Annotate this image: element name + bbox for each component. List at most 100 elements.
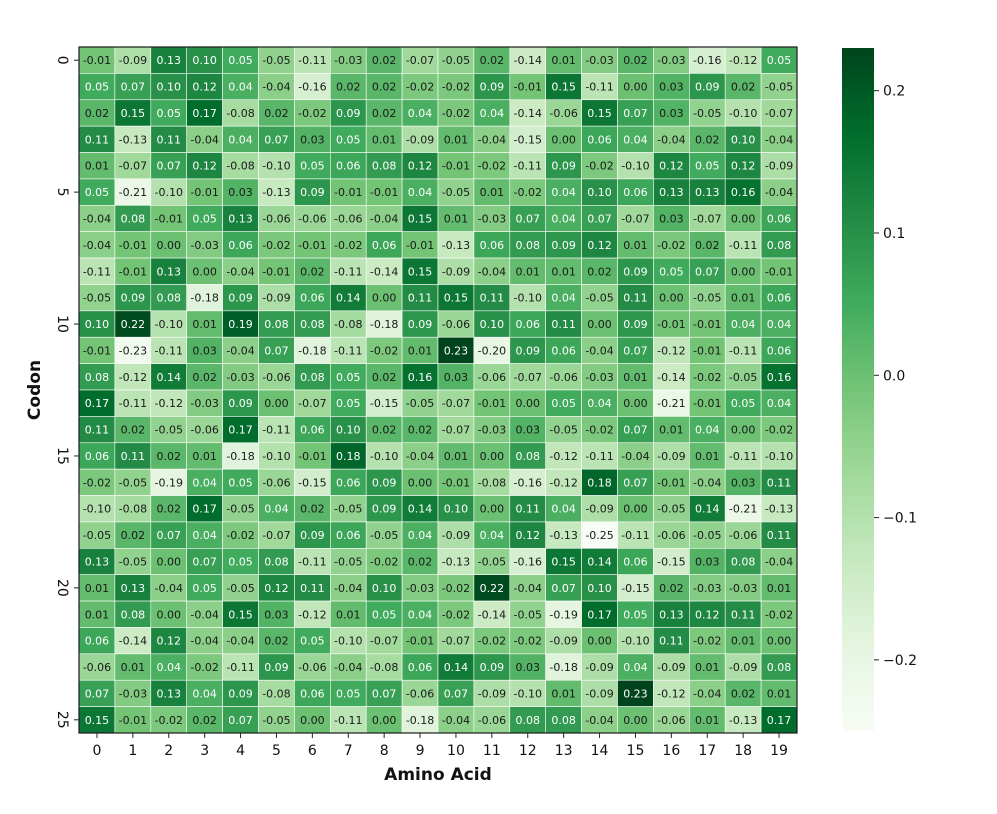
heatmap-cell-label: 0.16: [767, 371, 792, 384]
heatmap-cell: [329, 99, 367, 127]
heatmap-cell-label: -0.06: [442, 318, 470, 331]
heatmap-cell: [401, 442, 439, 470]
heatmap-cell-label: 0.05: [192, 213, 217, 226]
heatmap-cell: [401, 231, 439, 259]
heatmap-cell: [329, 600, 367, 628]
heatmap-cell: [688, 548, 726, 575]
heatmap-cell-label: 0.00: [192, 265, 217, 278]
heatmap-cell-label: -0.06: [549, 371, 577, 384]
heatmap-cell-label: -0.11: [119, 397, 147, 410]
heatmap-cell-label: 0.15: [228, 608, 253, 621]
heatmap-cell-label: -0.12: [549, 450, 577, 463]
heatmap-cell: [114, 336, 152, 364]
heatmap-cell: [437, 416, 475, 444]
heatmap-cell-label: -0.02: [442, 81, 470, 94]
heatmap-cell-label: 0.03: [731, 476, 756, 489]
heatmap-cell-label: -0.05: [549, 424, 577, 437]
heatmap-cell-label: -0.06: [83, 661, 111, 674]
heatmap-cell: [258, 653, 295, 681]
heatmap-cell-label: -0.01: [478, 397, 506, 410]
heatmap-cell-label: 0.03: [659, 81, 684, 94]
heatmap-cell: [581, 152, 618, 180]
heatmap-cell: [617, 363, 654, 391]
heatmap-cell: [222, 336, 259, 364]
heatmap-cell: [401, 46, 439, 74]
heatmap-cell-label: 0.08: [767, 239, 792, 252]
heatmap-cell: [114, 99, 152, 127]
heatmap-cell: [724, 679, 762, 707]
heatmap-cell: [401, 706, 439, 734]
heatmap-cell-label: 0.04: [587, 397, 612, 410]
heatmap-cell-label: -0.05: [406, 397, 434, 410]
heatmap-cell-label: 0.00: [157, 608, 182, 621]
heatmap-cell-label: 0.05: [85, 81, 110, 94]
heatmap-cell: [688, 178, 726, 206]
heatmap-cell-label: 0.08: [731, 556, 756, 569]
heatmap-cell-label: 0.05: [551, 397, 576, 410]
heatmap-cell: [653, 679, 690, 707]
heatmap-cell-label: 0.11: [121, 450, 146, 463]
heatmap-cell: [581, 706, 618, 734]
heatmap-cell-label: 0.09: [228, 292, 253, 305]
heatmap-cell-label: -0.05: [370, 529, 398, 542]
heatmap-cell-label: -0.02: [406, 81, 434, 94]
heatmap-cell-label: 0.09: [300, 529, 325, 542]
heatmap-cell-label: 0.01: [444, 450, 469, 463]
y-tick-label: 15: [54, 447, 70, 465]
heatmap-cell: [78, 600, 116, 628]
heatmap-cell: [760, 495, 798, 523]
y-tick-label: 20: [54, 579, 70, 597]
heatmap-cell-label: 0.04: [731, 318, 756, 331]
y-axis-ticks: 0 5 10 15 20 25: [54, 56, 79, 729]
heatmap-cell-label: -0.13: [119, 133, 147, 146]
heatmap-cell: [617, 627, 654, 655]
heatmap-cell: [437, 73, 475, 101]
heatmap-cell-label: 0.17: [85, 397, 110, 410]
heatmap-cell: [688, 152, 726, 180]
heatmap-cell: [186, 416, 223, 444]
heatmap-cell-label: -0.04: [765, 186, 793, 199]
heatmap-cell: [258, 125, 295, 153]
heatmap-cell: [329, 73, 367, 101]
heatmap-cell-label: 0.03: [300, 133, 325, 146]
heatmap-cell: [401, 178, 439, 206]
heatmap-cell-label: 0.14: [157, 371, 182, 384]
heatmap-cell-label: -0.16: [514, 476, 542, 489]
heatmap-cell: [294, 205, 331, 232]
heatmap-cell-label: -0.21: [657, 397, 685, 410]
heatmap-cell: [114, 152, 152, 180]
heatmap-cell-label: 0.07: [264, 133, 289, 146]
heatmap-cell-label: 0.12: [157, 635, 182, 648]
heatmap-cell: [78, 389, 116, 417]
heatmap-cell-label: -0.05: [334, 556, 362, 569]
heatmap-cell: [222, 363, 259, 391]
heatmap-cell: [760, 521, 798, 549]
heatmap-cell: [545, 310, 582, 338]
heatmap-cell-label: 0.08: [516, 450, 541, 463]
heatmap-cell: [365, 231, 403, 259]
heatmap-cell-label: -0.09: [406, 133, 434, 146]
heatmap-cell-label: 0.03: [192, 344, 217, 357]
heatmap-cell-label: -0.02: [765, 608, 793, 621]
heatmap-cell-label: 0.01: [85, 608, 110, 621]
heatmap-cell-label: -0.04: [226, 265, 254, 278]
heatmap-cell-label: 0.05: [731, 397, 756, 410]
heatmap-cell: [365, 99, 403, 127]
heatmap-cell-label: -0.05: [693, 529, 721, 542]
heatmap-cell: [617, 310, 654, 338]
heatmap-cell-label: -0.02: [298, 107, 326, 120]
heatmap-cell-label: 0.09: [480, 661, 505, 674]
heatmap-cell: [617, 46, 654, 74]
heatmap-cell-label: 0.06: [408, 661, 433, 674]
heatmap-cell: [581, 468, 618, 496]
heatmap-cell: [186, 679, 223, 707]
heatmap-cell: [617, 416, 654, 444]
heatmap-cell: [222, 178, 259, 206]
heatmap-cell-label: 0.01: [623, 371, 648, 384]
heatmap-cell-label: -0.05: [155, 424, 183, 437]
heatmap-cell-label: -0.10: [155, 318, 183, 331]
heatmap-cell: [78, 205, 116, 232]
heatmap-cell-label: -0.12: [155, 397, 183, 410]
heatmap-cell-label: 0.07: [623, 107, 648, 120]
heatmap-cell: [473, 679, 511, 707]
